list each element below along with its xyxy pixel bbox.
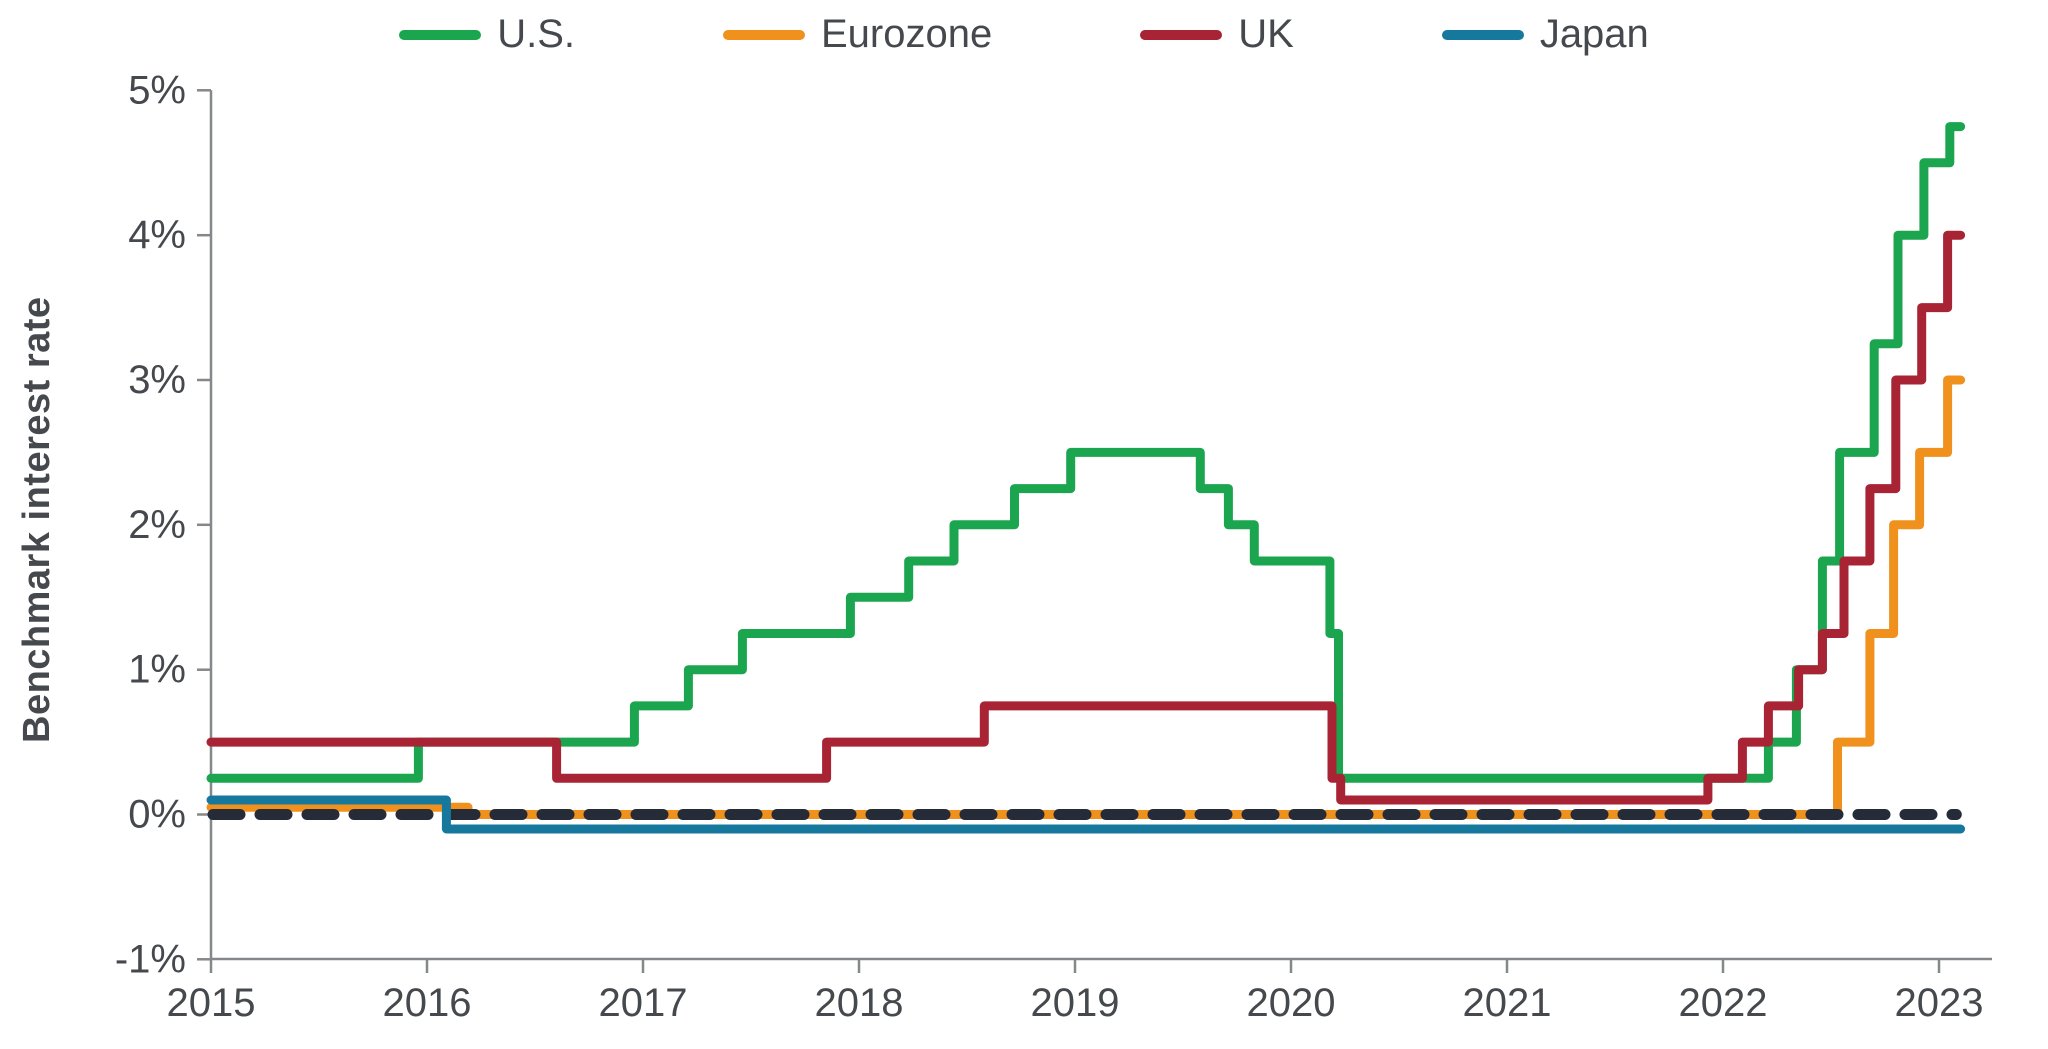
- legend-item-uk: UK: [1140, 12, 1294, 57]
- x-tick-label: 2021: [1463, 981, 1552, 1025]
- y-tick-label: 2%: [128, 503, 186, 547]
- y-tick-label: 0%: [128, 793, 186, 837]
- x-tick-label: 2023: [1895, 981, 1984, 1025]
- legend-swatch-us-icon: [399, 29, 482, 40]
- legend-swatch-eurozone-icon: [723, 29, 805, 40]
- y-tick-label: 4%: [128, 213, 186, 257]
- series-line-us: [206, 122, 1966, 783]
- legend-item-eurozone: Eurozone: [723, 12, 992, 57]
- legend-label-eurozone: Eurozone: [821, 12, 993, 56]
- x-tick-label: 2018: [815, 981, 904, 1025]
- legend-label-japan: Japan: [1539, 12, 1649, 56]
- x-tick-label: 2015: [167, 981, 256, 1025]
- legend-label-us: U.S.: [497, 12, 575, 56]
- series-line-japan: [206, 795, 1966, 834]
- y-tick-label: 1%: [128, 648, 186, 692]
- chart-legend: U.S. Eurozone UK Japan: [0, 12, 2048, 57]
- y-tick-label: 3%: [128, 358, 186, 402]
- legend-item-japan: Japan: [1441, 12, 1649, 57]
- x-tick-label: 2019: [1031, 981, 1120, 1025]
- legend-swatch-uk-icon: [1140, 29, 1223, 40]
- x-tick-label: 2020: [1247, 981, 1336, 1025]
- x-tick-label: 2017: [599, 981, 688, 1025]
- legend-item-us: U.S.: [399, 12, 575, 57]
- series-line-eurozone: [206, 375, 1966, 819]
- legend-swatch-japan-icon: [1441, 29, 1524, 40]
- y-tick-label: 5%: [128, 68, 186, 112]
- x-tick-label: 2016: [383, 981, 472, 1025]
- y-tick-label: -1%: [115, 937, 186, 981]
- series-line-uk: [206, 230, 1966, 805]
- x-tick-label: 2022: [1679, 981, 1768, 1025]
- legend-label-uk: UK: [1238, 12, 1294, 56]
